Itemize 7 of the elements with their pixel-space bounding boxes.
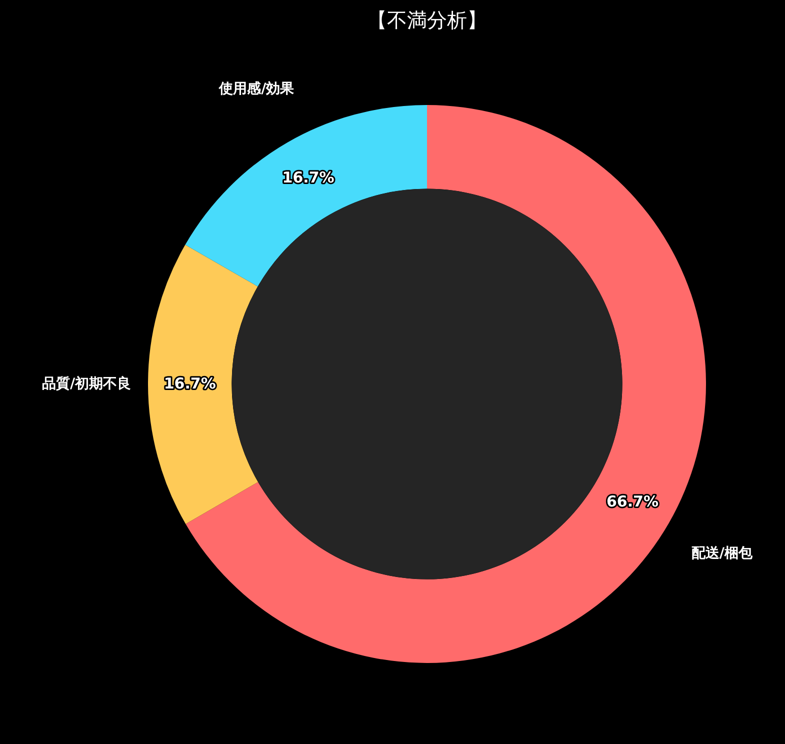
data-label: 16.7% [164,374,216,392]
slice-label: 使用感/効果 [218,80,296,97]
data-label: 66.7% [606,492,659,510]
chart-title: 【不満分析】 [367,8,487,32]
slice-label: 配送/梱包 [691,546,754,562]
data-label: 16.7% [282,168,334,187]
slice-label: 品質/初期不良 [42,375,132,392]
